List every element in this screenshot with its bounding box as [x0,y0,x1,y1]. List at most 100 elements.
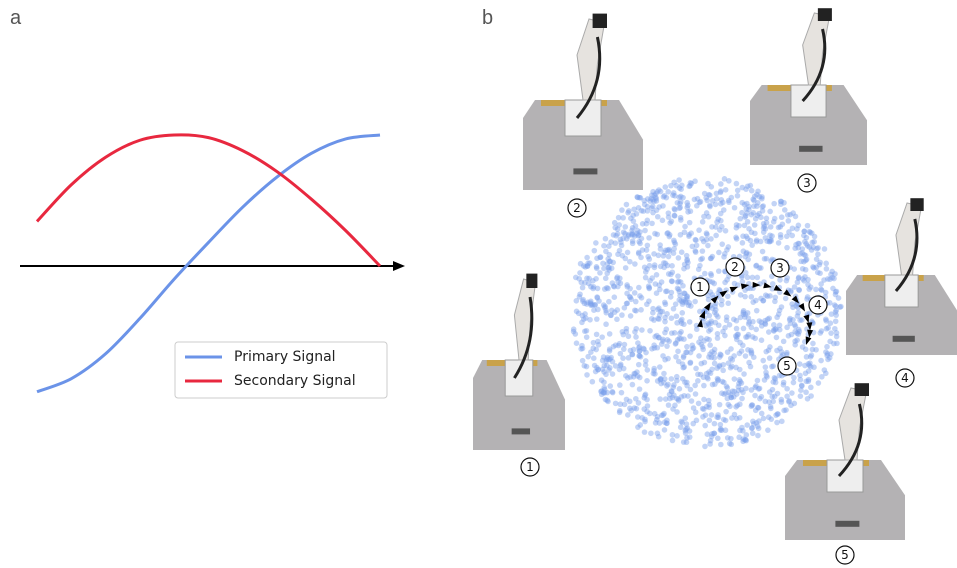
embedding-point [768,238,774,244]
embedding-point [685,203,691,209]
embedding-point [800,344,806,350]
embedding-point [725,293,731,299]
embedding-point [752,393,758,399]
embedding-point [613,363,619,369]
embedding-point [742,223,748,229]
embedding-point [603,308,609,314]
embedding-point [789,233,795,239]
embedding-point [669,278,675,284]
embedding-point [605,286,611,292]
embedding-point [707,418,713,424]
embedding-point [830,286,836,292]
embedding-point [684,344,690,350]
embedding-point [595,295,601,301]
embedding-point [578,346,584,352]
embedding-point [624,282,630,288]
embedding-point [664,343,670,349]
embedding-point [576,276,582,282]
embedding-point [734,326,740,332]
embedding-point [646,256,652,262]
robot-joint [855,383,869,396]
robot-snapshots [473,8,957,540]
embedding-point [656,282,662,288]
marker [512,428,530,434]
embedding-point [644,301,650,307]
embedding-point [759,320,765,326]
embedding-point [718,426,724,432]
embedding-point [609,308,615,314]
embedding-point [781,339,787,345]
embedding-point [593,240,599,246]
embedding-point [603,249,609,255]
embedding-point [701,214,707,220]
embedding-point [628,313,634,319]
embedding-point [659,341,665,347]
embedding-point [592,363,598,369]
embedding-point [697,263,703,269]
embedding-point [832,326,838,332]
embedding-point [699,361,705,367]
embedding-point [693,366,699,372]
line-series [37,135,380,266]
embedding-point [778,235,784,241]
embedding-point [655,307,661,313]
embedding-point [752,222,758,228]
robot-joint [910,198,923,211]
embedding-point [792,338,798,344]
embedding-point [634,406,640,412]
embedding-point [732,281,738,287]
embedding-point [735,332,741,338]
embedding-point [710,254,716,260]
embedding-point [743,386,749,392]
embedding-point [625,412,631,418]
embedding-point [669,388,675,394]
embedding-point [755,378,761,384]
embedding-point [677,201,683,207]
embedding-point [742,294,748,300]
embedding-point [619,243,625,249]
embedding-point [702,191,708,197]
embedding-point [817,330,823,336]
embedding-point [648,430,654,436]
embedding-point [622,342,628,348]
embedding-point [630,241,636,247]
embedding-point [608,313,614,319]
number-label: 3 [776,261,784,275]
embedding-point [676,398,682,404]
embedding-point [740,436,746,442]
embedding-point [643,362,649,368]
embedding-point [822,367,828,373]
embedding-point [675,273,681,279]
embedding-point [744,210,750,216]
embedding-point [669,219,675,225]
embedding-point [749,403,755,409]
embedding-point [838,304,844,310]
embedding-point [613,233,619,239]
embedding-point [712,361,718,367]
embedding-point [594,316,600,322]
embedding-point [766,414,772,420]
embedding-point [584,301,590,307]
embedding-point [606,265,612,271]
embedding-point [601,369,607,375]
robot-snapshot [785,383,905,540]
embedding-point [758,296,764,302]
embedding-point [654,345,660,351]
embedding-point [625,250,631,256]
embedding-point [593,276,599,282]
embedding-point [701,383,707,389]
embedding-point [824,326,830,332]
embedding-point [765,316,771,322]
panel-label: a [10,7,22,29]
embedding-point [631,218,637,224]
embedding-point [649,275,655,281]
embedding-point [748,183,754,189]
embedding-point [755,423,761,429]
robot-snapshot [473,274,565,450]
embedding-point [571,326,577,332]
embedding-point [795,313,801,319]
embedding-point [690,421,696,427]
embedding-point [765,427,771,433]
embedding-point [756,386,762,392]
embedding-point [677,331,683,337]
